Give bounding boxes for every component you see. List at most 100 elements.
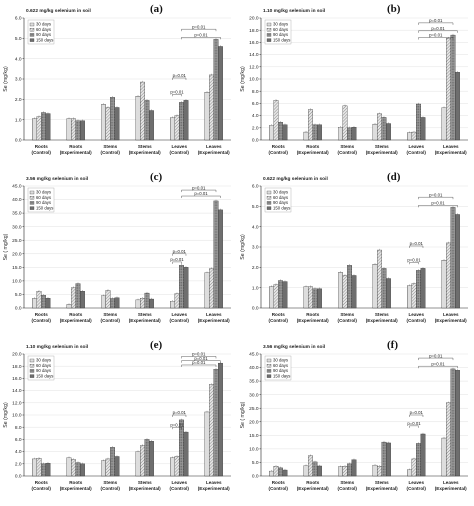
y-tick-label: 5.0 (252, 204, 259, 210)
y-tick-label: 16.0 (249, 40, 259, 46)
p-value-label: p=0.01 (410, 241, 424, 246)
legend-entry: 150 days (273, 373, 290, 378)
bar-2-5 (174, 115, 180, 141)
significance-bracket: p=0.01 (418, 18, 454, 25)
bar-2-2 (71, 459, 76, 477)
legend-entry: 60 days (273, 195, 288, 200)
category-sublabel: (Experimental) (366, 486, 398, 491)
category-sublabel: (Experimental) (129, 318, 161, 323)
bar-1-2 (66, 457, 72, 477)
category-sublabel: (Experimental) (366, 150, 398, 155)
y-tick-label: 2.0 (15, 97, 22, 103)
category-sublabel: (Control) (269, 486, 289, 491)
bar-3-4 (144, 439, 150, 477)
bar-4-6 (455, 370, 460, 477)
chart-panel-2: 0.0 2.0 4.0 6.0 8.0 10.0 12.0 14.0 16.0 18.0 20.0 S… (237, 0, 474, 168)
category-label: Roots (272, 144, 285, 149)
chart-svg: 0.0 2.0 4.0 6.0 8.0 10.0 12.0 14.0 16.0 18.0 20.0 S… (240, 3, 468, 155)
bar-3-2 (75, 283, 81, 309)
bar-4-2 (80, 463, 85, 477)
y-tick-label: 14.0 (12, 388, 22, 394)
bar-3-3 (110, 298, 115, 309)
bar-2-1 (273, 100, 279, 141)
bar-2-2 (71, 118, 76, 141)
y-tick-label: 5.0 (15, 36, 22, 42)
significance-bracket: p=0.01 (170, 89, 184, 97)
bar-3-5 (179, 102, 184, 141)
p-value-label: p=0.01 (192, 352, 206, 357)
y-tick-label: 4.0 (15, 56, 22, 62)
category-sublabel: (Control) (101, 486, 121, 491)
bar-1-6 (441, 260, 447, 309)
y-axis-label: Se ( mg/kg) (3, 233, 9, 260)
bar-1-1 (269, 286, 274, 309)
bar-3-1 (41, 112, 46, 141)
y-tick-label: 10.0 (249, 77, 259, 83)
y-tick-label: 5.0 (15, 292, 22, 298)
bar-3-3 (347, 463, 352, 477)
bar-1-2 (303, 465, 309, 477)
bar-1-5 (170, 301, 175, 309)
bar-1-2 (66, 118, 72, 141)
bar-4-4 (386, 278, 391, 309)
bar-1-2 (303, 131, 309, 141)
bar-2-5 (411, 131, 417, 141)
bar-1-3 (101, 104, 106, 141)
p-value-label: p=0.01 (173, 73, 187, 78)
category-sublabel: (Control) (407, 318, 427, 323)
panel-label: (a) (150, 3, 163, 15)
bar-2-1 (273, 466, 279, 477)
panel-title: 3.56 mg/kg selenium in soil (26, 176, 88, 182)
bar-1-5 (170, 117, 175, 141)
bar-2-4 (140, 81, 145, 141)
significance-bracket: p=0.01 (181, 24, 217, 32)
significance-bracket: p=0.01 (418, 201, 458, 208)
category-label: Leaves (171, 144, 187, 149)
category-label: Stems (138, 144, 152, 149)
panel-title: 0.622 mg/kg selenium in soil (26, 8, 91, 14)
y-tick-label: 4.0 (252, 224, 259, 230)
category-sublabel: (Control) (32, 486, 52, 491)
bar-4-5 (420, 433, 426, 477)
bar-4-1 (282, 281, 288, 309)
category-sublabel: (Experimental) (297, 150, 329, 155)
chart-svg: 0.0 1.0 2.0 3.0 4.0 5.0 6.0 Se (mg/kg) 0.622 mg/… (240, 171, 468, 323)
legend-entry: 30 days (273, 22, 288, 27)
bar-2-6 (209, 74, 214, 141)
legend-entry: 150 days (36, 37, 53, 42)
bar-3-6 (450, 34, 456, 141)
chart-panel-6: 0.0 5.0 10.0 15.0 20.0 25.0 30.0 35.0 40.0 45.0 Se… (237, 336, 474, 504)
chart-svg: 0.0 1.0 2.0 3.0 4.0 5.0 6.0 Se (mg/kg) 0.622 mg/… (3, 3, 231, 155)
legend-swatch (266, 190, 272, 195)
y-tick-label: 6.0 (15, 437, 22, 443)
bar-4-6 (218, 209, 223, 309)
chart-svg: 0.0 2.0 4.0 6.0 8.0 10.0 12.0 14.0 16.0 18.0 20.0 S… (3, 339, 231, 491)
y-tick-label: 6.0 (15, 16, 22, 22)
bar-4-5 (183, 267, 189, 309)
panel-title: 1.10 mg/kg selenium in soil (26, 344, 88, 350)
p-value-label: p=0.01 (192, 360, 206, 365)
significance-bracket: p=0.01 (418, 353, 454, 361)
category-sublabel: (Control) (407, 486, 427, 491)
bar-1-5 (407, 132, 412, 141)
category-label: Stems (340, 144, 354, 149)
legend-swatch (266, 22, 272, 27)
bar-1-6 (441, 107, 447, 141)
bar-1-2 (303, 286, 309, 309)
bar-2-5 (174, 456, 180, 477)
y-tick-label: 35.0 (12, 211, 22, 217)
bar-4-1 (45, 113, 51, 141)
bar-2-2 (308, 286, 313, 309)
y-axis-label: Se (mg/kg) (240, 234, 246, 260)
legend-entry: 150 days (273, 37, 290, 42)
bar-2-5 (411, 458, 417, 477)
significance-bracket: p=0.01 (181, 33, 221, 40)
bar-2-5 (174, 293, 180, 309)
y-tick-label: 5.0 (252, 460, 259, 466)
category-label: Stems (103, 480, 117, 485)
significance-bracket: p=0.01 (172, 249, 186, 256)
chart-svg: 0.0 5.0 10.0 15.0 20.0 25.0 30.0 35.0 40.0 45.0 Se… (3, 171, 231, 323)
category-label: Leaves (443, 144, 459, 149)
